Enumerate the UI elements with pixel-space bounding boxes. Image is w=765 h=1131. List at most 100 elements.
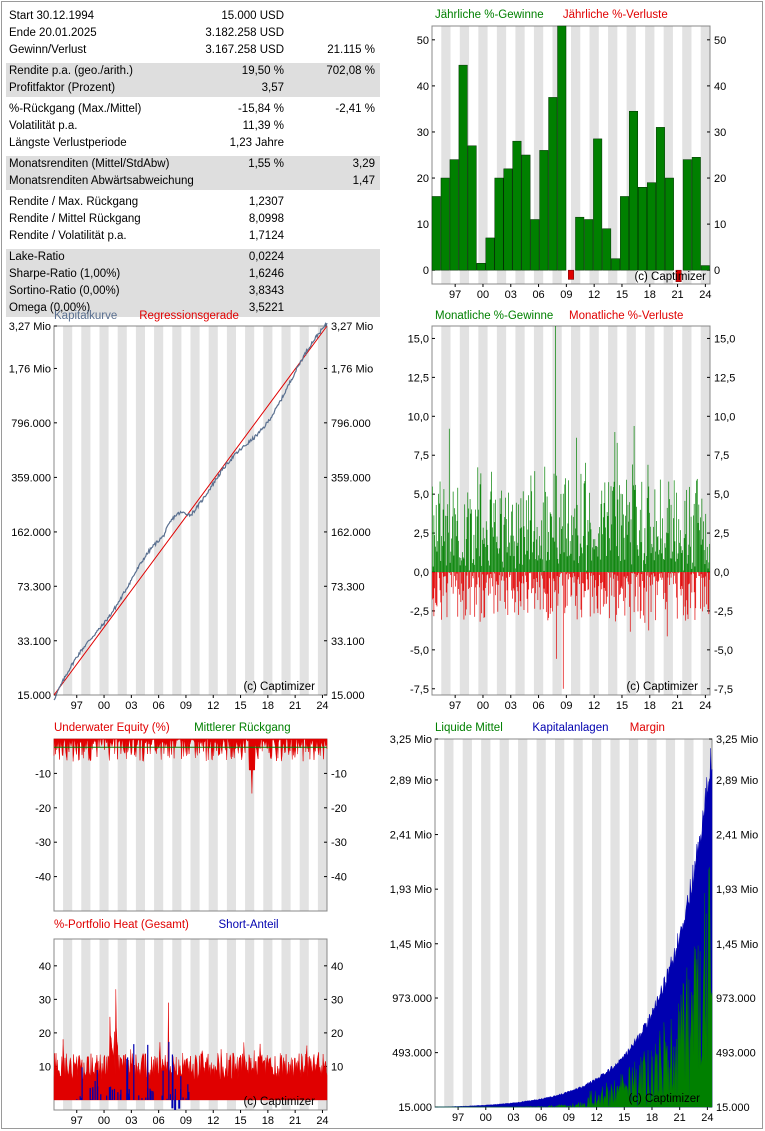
monthly-gain-bar bbox=[629, 502, 630, 572]
legend-label: Margin bbox=[630, 722, 665, 734]
monthly-loss-bar bbox=[457, 572, 459, 617]
monthly-loss-bar bbox=[700, 572, 702, 575]
monthly-gain-bar bbox=[502, 567, 504, 572]
monthly-loss-bar bbox=[613, 572, 615, 597]
x-tick-label: 09 bbox=[563, 1112, 575, 1124]
x-tick-label: 24 bbox=[316, 1115, 328, 1127]
monthly-gain-bar bbox=[582, 553, 583, 572]
short-share-bar bbox=[171, 1054, 174, 1100]
monthly-gain-bar bbox=[470, 513, 472, 572]
annual-gain-bar bbox=[602, 228, 612, 271]
monthly-loss-bar bbox=[661, 572, 663, 580]
annual-gain-bar bbox=[655, 127, 665, 271]
monthly-loss-bar bbox=[569, 572, 570, 574]
background-stripe bbox=[533, 326, 544, 695]
monthly-gain-bar bbox=[594, 539, 596, 572]
x-tick-label: 97 bbox=[71, 1115, 83, 1127]
short-share-bar bbox=[127, 1093, 130, 1100]
short-share-bar bbox=[185, 1098, 187, 1100]
monthly-gain-bar bbox=[592, 539, 594, 572]
monthly-gain-bar bbox=[608, 482, 610, 572]
monthly-gain-bar bbox=[596, 546, 598, 572]
monthly-loss-bar bbox=[465, 572, 466, 616]
monthly-gain-bar bbox=[485, 546, 486, 572]
monthly-gain-bar bbox=[449, 562, 451, 572]
x-tick-label: 09 bbox=[560, 289, 572, 301]
monthly-gain-bar bbox=[457, 487, 459, 572]
cash-area bbox=[435, 867, 713, 1108]
monthly-gain-bar bbox=[597, 556, 599, 572]
monthly-gain-bar bbox=[637, 549, 639, 572]
monthly-gain-bar bbox=[458, 540, 459, 572]
background-stripe bbox=[645, 326, 655, 695]
monthly-gain-bar bbox=[579, 556, 580, 572]
monthly-gain-bar bbox=[669, 558, 671, 572]
monthly-gain-bar bbox=[555, 326, 556, 572]
background-stripe bbox=[499, 739, 509, 1107]
monthly-gain-bar bbox=[692, 562, 693, 572]
short-share-bar bbox=[96, 1070, 98, 1100]
y-tick-label: 7,5 bbox=[714, 450, 729, 462]
monthly-loss-bar bbox=[675, 572, 677, 584]
monthly-loss-bar bbox=[435, 572, 436, 603]
annual-loss-bar bbox=[568, 269, 574, 280]
monthly-gain-bar bbox=[525, 554, 526, 572]
monthly-loss-bar bbox=[522, 572, 523, 577]
monthly-gain-bar bbox=[698, 504, 700, 572]
monthly-gain-bar bbox=[606, 512, 608, 572]
monthly-gain-bar bbox=[709, 543, 710, 572]
portfolio-heat-chart: 97 00 03 06 09 12 15 18 21 24 10 10 20 20 30 30 40 40 %-Po… bbox=[39, 919, 344, 1127]
monthly-loss-bar bbox=[601, 572, 603, 590]
y-tick-label: 493.000 bbox=[716, 1048, 756, 1060]
monthly-loss-bar bbox=[578, 572, 580, 578]
monthly-gain-bar bbox=[636, 545, 638, 572]
y-tick-label: -30 bbox=[35, 837, 51, 849]
legend-label: Short-Anteil bbox=[219, 919, 279, 931]
legend-label: Kapitalkurve bbox=[54, 310, 117, 322]
monthly-loss-bar bbox=[471, 572, 472, 587]
monthly-loss-bar bbox=[703, 572, 704, 578]
background-stripe bbox=[281, 939, 291, 1110]
y-tick-label: 30 bbox=[417, 127, 429, 139]
stats-row: Lake-Ratio 0,0224 bbox=[6, 249, 380, 266]
background-stripe bbox=[663, 26, 673, 284]
monthly-gain-bar bbox=[560, 493, 562, 572]
monthly-gain-bar bbox=[555, 475, 557, 572]
annual-gain-bar bbox=[646, 182, 656, 271]
background-stripe bbox=[317, 939, 327, 1110]
monthly-gain-bar bbox=[673, 518, 674, 572]
monthly-gain-bar bbox=[686, 489, 687, 572]
annual-gain-bar bbox=[575, 216, 585, 271]
short-share-bar bbox=[100, 1094, 102, 1100]
y-tick-label: -20 bbox=[35, 803, 51, 815]
monthly-loss-bar bbox=[705, 572, 707, 577]
stats-row: Sortino-Ratio (0,00%) 3,8343 bbox=[6, 283, 380, 300]
monthly-gain-bar bbox=[452, 516, 453, 572]
monthly-gain-bar bbox=[691, 568, 693, 572]
monthly-loss-bar bbox=[701, 572, 703, 578]
monthly-gain-bar bbox=[475, 509, 476, 572]
monthly-gain-bar bbox=[549, 559, 550, 572]
monthly-gain-bar bbox=[601, 490, 603, 572]
y-tick-label: 3,25 Mio bbox=[716, 734, 758, 746]
monthly-gain-bar bbox=[540, 545, 542, 572]
legend-label: %-Portfolio Heat (Gesamt) bbox=[54, 919, 189, 931]
monthly-gain-bar bbox=[660, 538, 662, 572]
monthly-loss-bar bbox=[504, 572, 506, 602]
monthly-gain-bar bbox=[515, 502, 517, 572]
monthly-gain-bar bbox=[462, 557, 464, 572]
background-stripe bbox=[135, 739, 145, 911]
annual-gain-bar bbox=[629, 110, 639, 271]
monthly-loss-bar bbox=[616, 572, 617, 615]
monthly-loss-bar bbox=[653, 572, 654, 574]
annual-gain-bar bbox=[611, 258, 621, 271]
x-tick-label: 24 bbox=[316, 700, 328, 712]
monthly-loss-bar bbox=[495, 572, 497, 582]
x-tick-label: 06 bbox=[153, 1115, 165, 1127]
monthly-gain-bar bbox=[517, 542, 519, 572]
background-stripe bbox=[478, 326, 488, 695]
monthly-loss-bar bbox=[496, 572, 498, 585]
underwater-area bbox=[53, 738, 328, 794]
monthly-loss-bar bbox=[439, 572, 441, 591]
